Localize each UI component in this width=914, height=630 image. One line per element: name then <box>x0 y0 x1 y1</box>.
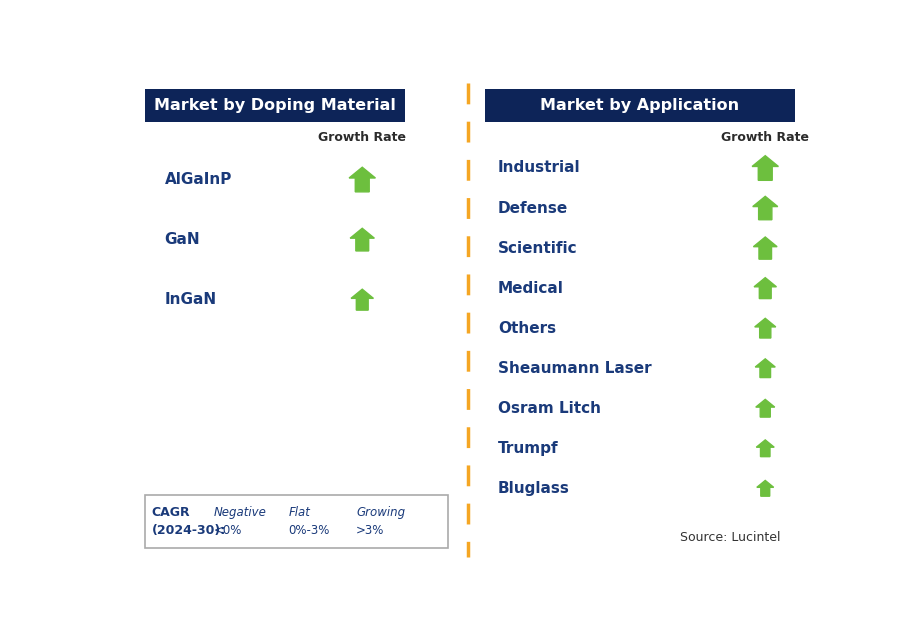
Text: <0%: <0% <box>214 524 242 537</box>
Polygon shape <box>756 399 775 417</box>
Polygon shape <box>263 514 280 529</box>
Text: Growing: Growing <box>356 506 405 518</box>
Text: Flat: Flat <box>289 506 311 518</box>
Polygon shape <box>412 514 429 529</box>
Polygon shape <box>757 481 773 496</box>
Text: >3%: >3% <box>356 524 385 537</box>
Text: Negative: Negative <box>214 506 266 518</box>
Polygon shape <box>755 359 775 377</box>
Text: Scientific: Scientific <box>498 241 578 256</box>
Text: Others: Others <box>498 321 556 336</box>
Text: Medical: Medical <box>498 280 564 295</box>
Text: Growth Rate: Growth Rate <box>318 130 406 144</box>
Text: Growth Rate: Growth Rate <box>721 130 809 144</box>
Text: 0%-3%: 0%-3% <box>289 524 330 537</box>
Text: (2024-30):: (2024-30): <box>152 524 226 537</box>
Polygon shape <box>350 228 375 251</box>
Text: Industrial: Industrial <box>498 161 580 176</box>
FancyBboxPatch shape <box>145 89 405 122</box>
Text: Osram Litch: Osram Litch <box>498 401 600 416</box>
FancyBboxPatch shape <box>145 495 448 547</box>
Text: CAGR: CAGR <box>152 506 190 518</box>
Polygon shape <box>351 289 374 310</box>
Text: InGaN: InGaN <box>165 292 217 307</box>
Text: GaN: GaN <box>165 232 200 247</box>
Polygon shape <box>755 318 776 338</box>
Polygon shape <box>754 278 777 299</box>
Text: Sheaumann Laser: Sheaumann Laser <box>498 361 652 375</box>
Text: Source: Lucintel: Source: Lucintel <box>680 531 781 544</box>
Polygon shape <box>349 167 376 192</box>
Polygon shape <box>753 197 778 220</box>
Text: Bluglass: Bluglass <box>498 481 569 496</box>
Polygon shape <box>752 156 779 180</box>
Text: Defense: Defense <box>498 200 569 215</box>
Text: Trumpf: Trumpf <box>498 441 558 455</box>
Polygon shape <box>327 513 344 530</box>
FancyBboxPatch shape <box>484 89 794 122</box>
Text: Market by Doping Material: Market by Doping Material <box>154 98 396 113</box>
Polygon shape <box>756 440 774 457</box>
Text: Market by Application: Market by Application <box>540 98 739 113</box>
Text: AlGaInP: AlGaInP <box>165 172 232 187</box>
Polygon shape <box>753 237 777 259</box>
